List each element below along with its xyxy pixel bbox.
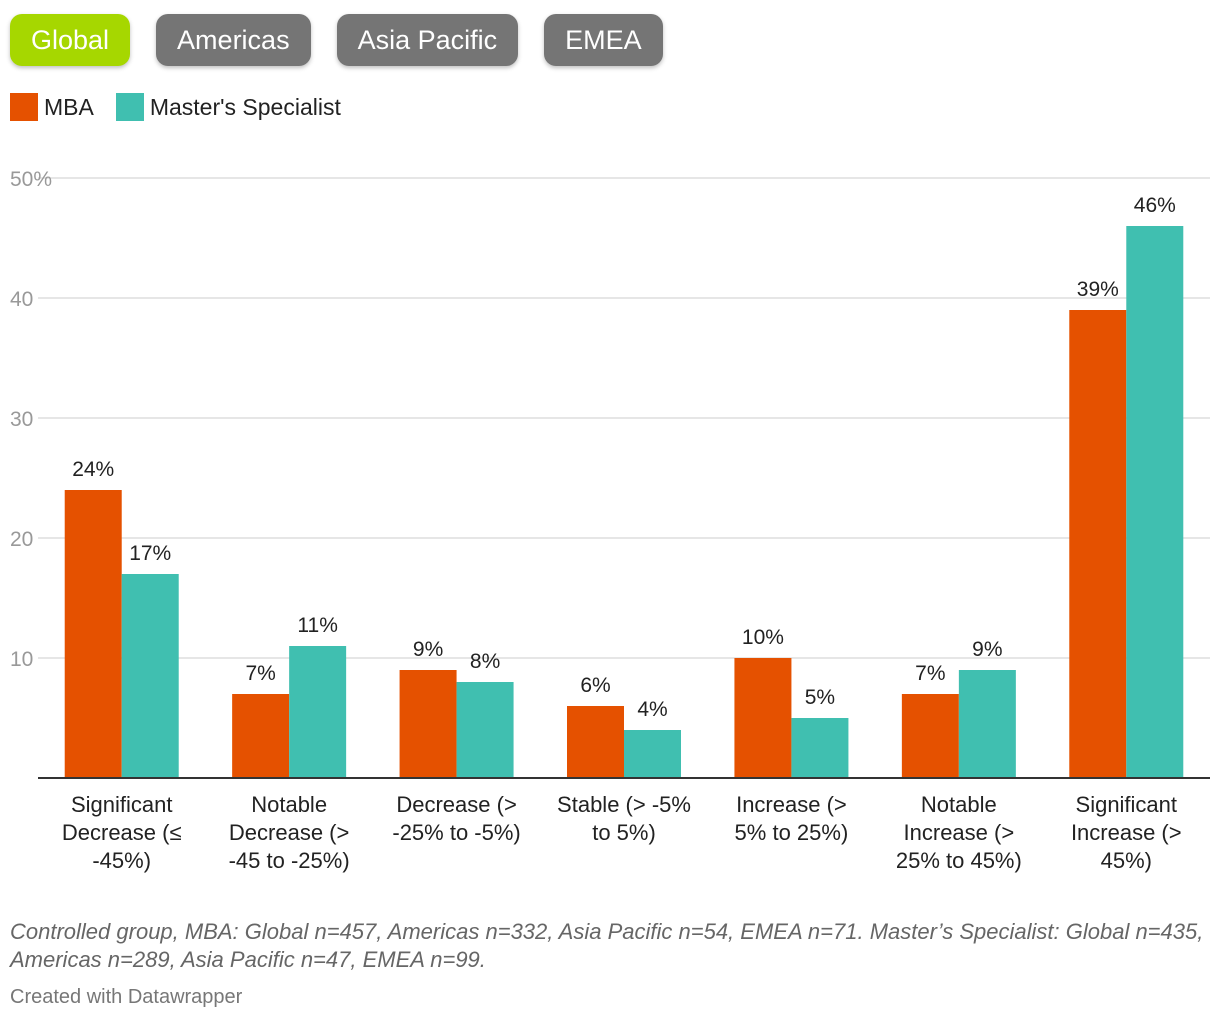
bar-mba	[734, 658, 792, 778]
bar-specialist	[1126, 226, 1184, 778]
legend-item-specialist: Master's Specialist	[115, 93, 341, 121]
bar-specialist	[121, 574, 179, 778]
chart-legend: MBA Master's Specialist	[10, 93, 363, 121]
x-category-label: Decrease (> -25% to -5%)	[392, 792, 520, 845]
x-category-label-line: Significant	[1076, 792, 1178, 817]
x-category-label-line: 5% to 25%)	[735, 820, 849, 845]
y-tick-label: 30	[10, 408, 33, 431]
y-tick-label: 20	[10, 528, 33, 551]
tab-americas[interactable]: Americas	[156, 14, 311, 66]
tab-asia-pacific[interactable]: Asia Pacific	[336, 14, 519, 66]
value-label-specialist: 46%	[1134, 194, 1176, 217]
value-label-specialist: 17%	[129, 542, 171, 565]
bar-specialist	[289, 646, 347, 778]
value-label-specialist: 11%	[297, 614, 337, 637]
x-category-label: Increase (> 5% to 25%)	[735, 792, 849, 845]
chart-notes: Controlled group, MBA: Global n=457, Ame…	[10, 919, 1204, 972]
x-category-label-line: Stable (> -5%	[557, 792, 691, 817]
x-category-label: Notable Decrease (> -45 to -25%)	[229, 792, 350, 873]
value-label-mba: 9%	[413, 638, 443, 661]
bar-mba	[232, 694, 290, 778]
x-category-label-line: Significant	[71, 792, 173, 817]
tab-emea[interactable]: EMEA	[544, 14, 663, 66]
x-category-label-line: Increase (>	[1071, 820, 1182, 845]
value-label-mba: 6%	[580, 674, 610, 697]
x-category-label-line: Increase (>	[736, 792, 847, 817]
value-label-specialist: 4%	[637, 698, 667, 721]
bar-chart: 10 20 30 40 50% 24% 17% Significant Decrease (≤ -…	[10, 168, 1210, 873]
y-tick-label: 40	[10, 288, 33, 311]
x-category-label-line: -45%)	[92, 848, 151, 873]
bar-specialist	[624, 730, 681, 778]
bar-mba	[901, 694, 959, 778]
value-label-mba: 39%	[1077, 278, 1119, 301]
x-category-label-line: Decrease (≤	[62, 820, 182, 845]
value-label-specialist: 5%	[805, 686, 835, 709]
value-label-mba: 7%	[245, 662, 275, 685]
x-category-label: Notable Increase (> 25% to 45%)	[896, 792, 1022, 873]
legend-swatch-mba	[10, 93, 38, 121]
x-category-label-line: Notable	[251, 792, 327, 817]
legend-swatch-specialist	[115, 93, 144, 121]
bar-specialist	[958, 670, 1016, 778]
value-label-specialist: 9%	[972, 638, 1002, 661]
x-category-label-line: -45 to -25%)	[229, 848, 350, 873]
x-category-label-line: Increase (>	[904, 820, 1015, 845]
value-label-mba: 7%	[915, 662, 945, 685]
x-category-label-line: to 5%)	[592, 820, 656, 845]
x-category-label: Significant Increase (> 45%)	[1071, 792, 1182, 873]
y-tick-label: 50%	[10, 168, 52, 191]
bar-mba	[399, 670, 457, 778]
x-category-label: Stable (> -5% to 5%)	[557, 792, 691, 845]
legend-item-mba: MBA	[10, 93, 94, 121]
legend-label-specialist: Master's Specialist	[149, 93, 341, 120]
value-label-mba: 10%	[742, 626, 784, 649]
x-category-label-line: Decrease (>	[396, 792, 516, 817]
value-label-mba: 24%	[72, 458, 114, 481]
bar-mba	[1069, 310, 1127, 778]
bar-specialist	[456, 682, 514, 778]
x-category-label: Significant Decrease (≤ -45%)	[62, 792, 182, 873]
x-category-label-line: Notable	[921, 792, 997, 817]
bar-specialist	[791, 718, 849, 778]
bar-mba	[64, 490, 122, 778]
x-category-label-line: 25% to 45%)	[896, 848, 1022, 873]
x-category-label-line: -25% to -5%)	[392, 820, 520, 845]
bar-mba	[567, 706, 624, 778]
region-tabs: Global Americas Asia Pacific EMEA	[10, 14, 663, 66]
value-label-specialist: 8%	[470, 650, 500, 673]
credit-line: Created with Datawrapper	[10, 986, 243, 1008]
legend-label-mba: MBA	[44, 93, 94, 120]
y-tick-label: 10	[10, 648, 33, 671]
x-category-label-line: Decrease (>	[229, 820, 349, 845]
x-category-label-line: 45%)	[1101, 848, 1152, 873]
tab-global[interactable]: Global	[10, 14, 131, 66]
